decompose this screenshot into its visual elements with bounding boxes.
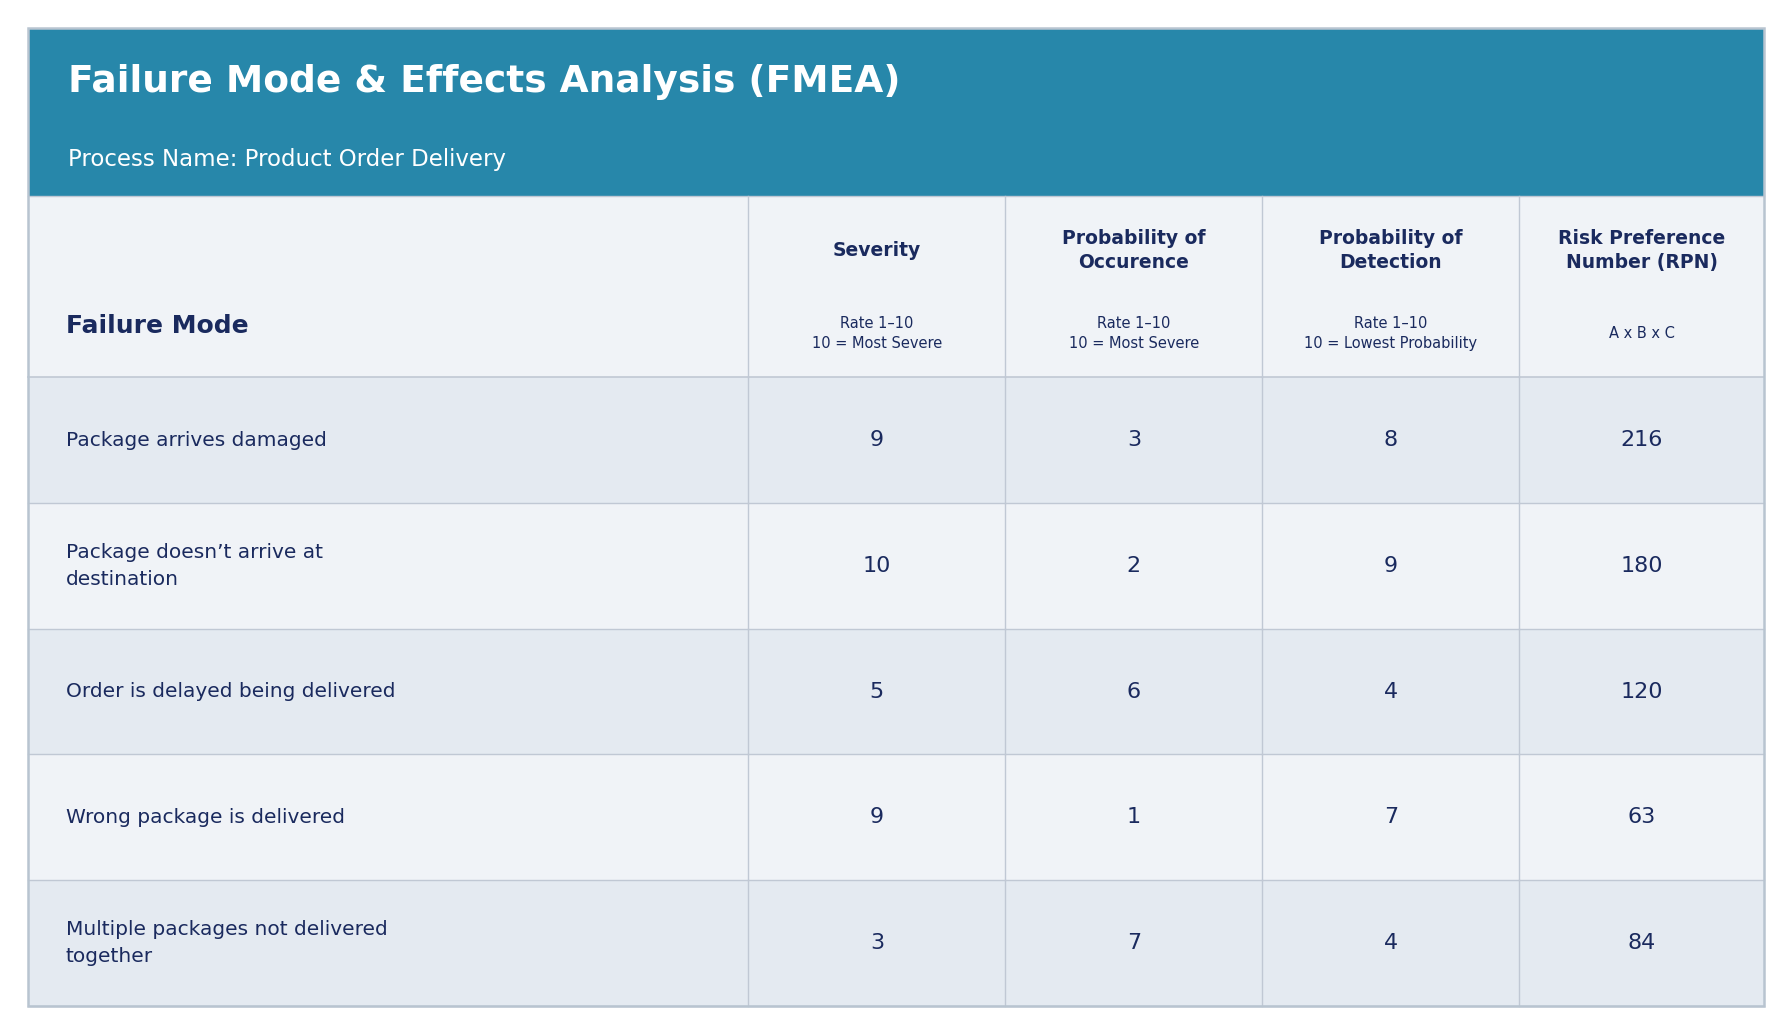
Text: Probability of
Occurence: Probability of Occurence <box>1063 229 1206 272</box>
Bar <box>29 629 1763 755</box>
Text: 7: 7 <box>1127 933 1142 953</box>
Text: Rate 1–10
10 = Most Severe: Rate 1–10 10 = Most Severe <box>812 316 943 352</box>
Text: 10: 10 <box>862 556 891 576</box>
Text: Multiple packages not delivered
together: Multiple packages not delivered together <box>66 920 387 966</box>
Text: Wrong package is delivered: Wrong package is delivered <box>66 808 346 827</box>
Text: 9: 9 <box>869 430 883 450</box>
Text: 9: 9 <box>1383 556 1398 576</box>
Bar <box>29 196 1763 377</box>
Text: 4: 4 <box>1383 681 1398 702</box>
Text: 1: 1 <box>1127 808 1142 827</box>
Text: Failure Mode: Failure Mode <box>66 314 249 338</box>
Text: 180: 180 <box>1620 556 1663 576</box>
Bar <box>29 503 1763 629</box>
Bar <box>29 880 1763 1006</box>
Text: 63: 63 <box>1627 808 1656 827</box>
Bar <box>29 755 1763 880</box>
Text: Process Name: Product Order Delivery: Process Name: Product Order Delivery <box>68 148 505 171</box>
Text: 2: 2 <box>1127 556 1142 576</box>
Text: 5: 5 <box>869 681 883 702</box>
Text: 9: 9 <box>869 808 883 827</box>
Text: Package doesn’t arrive at
destination: Package doesn’t arrive at destination <box>66 543 323 588</box>
Text: Rate 1–10
10 = Most Severe: Rate 1–10 10 = Most Severe <box>1068 316 1199 352</box>
Text: 120: 120 <box>1620 681 1663 702</box>
Text: 3: 3 <box>869 933 883 953</box>
Text: Package arrives damaged: Package arrives damaged <box>66 430 326 450</box>
Bar <box>29 377 1763 503</box>
Text: 6: 6 <box>1127 681 1142 702</box>
Bar <box>29 28 1763 196</box>
Text: Failure Mode & Effects Analysis (FMEA): Failure Mode & Effects Analysis (FMEA) <box>68 64 901 100</box>
Text: 3: 3 <box>1127 430 1142 450</box>
Text: Order is delayed being delivered: Order is delayed being delivered <box>66 682 396 701</box>
Text: 7: 7 <box>1383 808 1398 827</box>
Text: 8: 8 <box>1383 430 1398 450</box>
Text: Probability of
Detection: Probability of Detection <box>1319 229 1462 272</box>
Text: 84: 84 <box>1627 933 1656 953</box>
Text: Risk Preference
Number (RPN): Risk Preference Number (RPN) <box>1557 229 1726 272</box>
Text: A x B x C: A x B x C <box>1609 326 1674 341</box>
Text: 216: 216 <box>1620 430 1663 450</box>
Text: 4: 4 <box>1383 933 1398 953</box>
Text: Rate 1–10
10 = Lowest Probability: Rate 1–10 10 = Lowest Probability <box>1305 316 1477 352</box>
Text: Severity: Severity <box>833 241 921 260</box>
